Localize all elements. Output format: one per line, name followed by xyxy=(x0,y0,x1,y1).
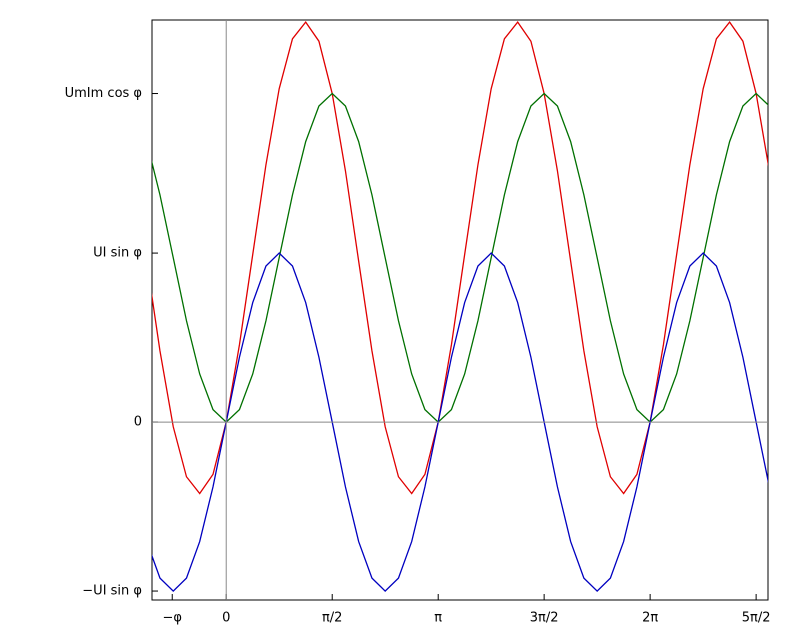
x-tick-label: 5π/2 xyxy=(742,611,771,626)
x-tick-label: 2π xyxy=(642,611,658,626)
line-series xyxy=(152,92,768,423)
x-tick-label: 0 xyxy=(222,611,230,626)
line-series xyxy=(152,21,768,495)
plot-area xyxy=(152,21,768,592)
plot-frame xyxy=(151,19,769,601)
y-tick-label: UI sin φ xyxy=(93,246,142,261)
x-tick-label: 3π/2 xyxy=(530,611,559,626)
x-tick-label: −φ xyxy=(163,611,182,626)
y-tick-label: 0 xyxy=(134,415,142,430)
y-tick-label: UmIm cos φ xyxy=(65,86,142,101)
line-series xyxy=(152,252,768,592)
x-tick-label: π xyxy=(434,611,442,626)
y-tick-label: −UI sin φ xyxy=(82,584,142,599)
x-tick-label: π/2 xyxy=(322,611,342,626)
